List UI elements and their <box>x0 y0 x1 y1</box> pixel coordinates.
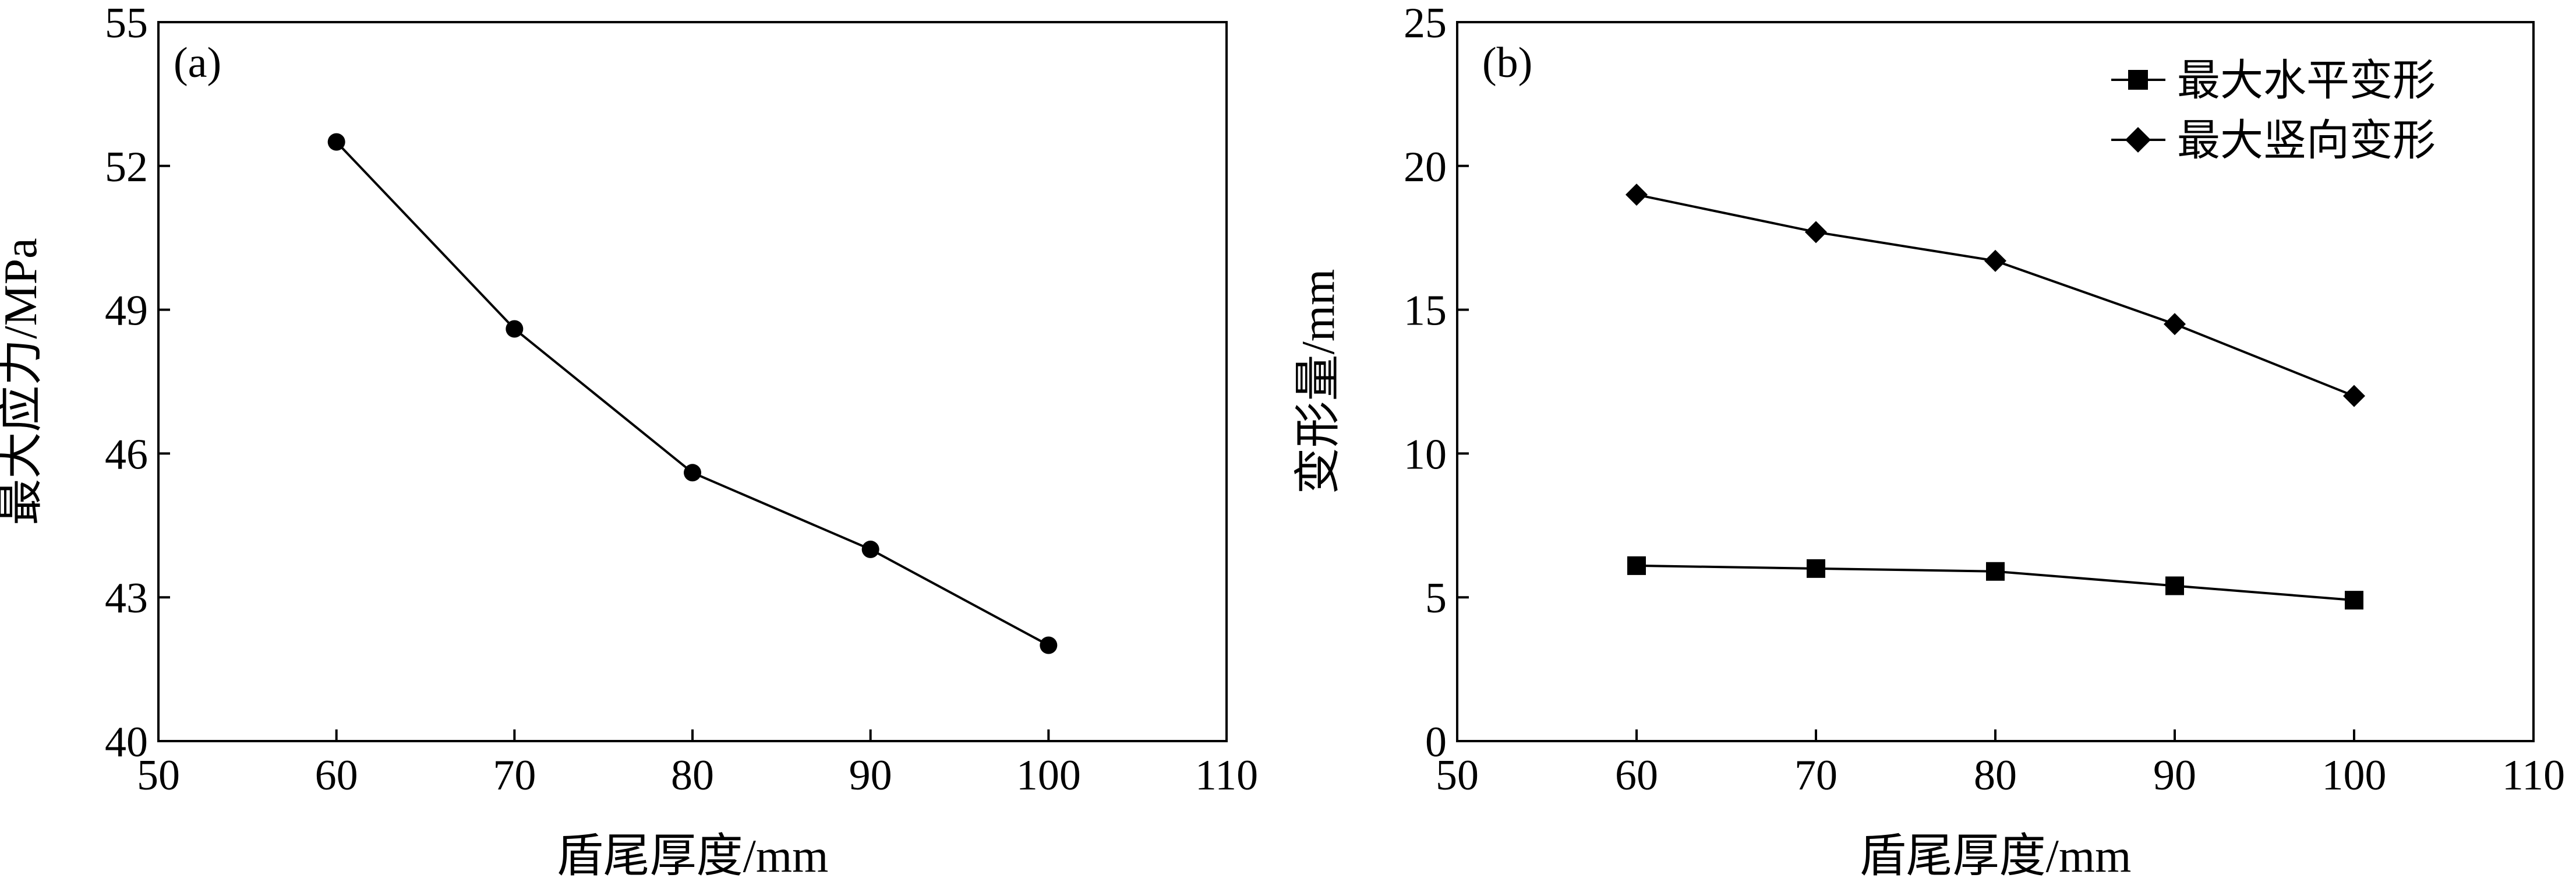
x-axis-ticks-a: 50 60 70 80 90 100 110 <box>137 729 1258 799</box>
x-tick-label: 60 <box>1615 752 1658 799</box>
y-tick-label: 46 <box>105 431 148 478</box>
legend-marker-diamond <box>2125 127 2151 153</box>
legend-label-vertical: 最大竖向变形 <box>2177 117 2436 165</box>
y-axis-label-b: 变形量/mm <box>1293 269 1344 495</box>
data-point-square <box>1807 559 1825 578</box>
series-layer-a <box>327 133 1058 654</box>
y-tick-label: 10 <box>1404 431 1447 478</box>
x-tick-label: 80 <box>671 752 714 799</box>
y-tick-label: 43 <box>105 574 148 622</box>
data-point-diamond <box>2343 385 2365 407</box>
x-tick-label: 60 <box>315 752 358 799</box>
legend-item-horizontal: 最大水平变形 <box>2111 57 2436 105</box>
chart-panel-a: (a) 50 60 70 80 90 100 110 40 43 46 49 52 55 盾尾厚度/m… <box>0 0 1258 882</box>
data-point-diamond <box>1805 221 1827 244</box>
legend-label-horizontal: 最大水平变形 <box>2177 57 2436 105</box>
x-tick-label: 50 <box>137 752 180 799</box>
data-point-square <box>1627 556 1646 575</box>
x-tick-label: 110 <box>2502 752 2565 799</box>
legend-marker-square <box>2128 70 2148 90</box>
data-point-circle <box>861 540 879 558</box>
x-axis-label-a: 盾尾厚度/mm <box>557 831 829 882</box>
series-line <box>335 141 1050 647</box>
y-axis-ticks-b: 0 5 10 15 20 25 <box>1404 0 1469 766</box>
x-tick-label: 100 <box>1016 752 1081 799</box>
panel-label-a: (a) <box>174 39 221 87</box>
x-tick-label: 100 <box>2322 752 2387 799</box>
data-point-circle <box>506 320 524 338</box>
x-tick-label: 70 <box>493 752 536 799</box>
y-tick-label: 20 <box>1404 143 1447 191</box>
x-tick-label: 80 <box>1974 752 2017 799</box>
data-point-circle <box>1040 636 1058 654</box>
series-layer-b <box>1626 184 2365 610</box>
legend: 最大水平变形 最大竖向变形 <box>2111 57 2436 165</box>
data-point-diamond <box>2164 313 2186 336</box>
x-tick-label: 50 <box>1436 752 1479 799</box>
data-point-circle <box>684 464 701 482</box>
y-tick-label: 52 <box>105 143 148 191</box>
x-axis-ticks-b: 50 60 70 80 90 100 110 <box>1436 729 2565 799</box>
y-tick-label: 49 <box>105 287 148 335</box>
plot-frame-a <box>157 21 1228 742</box>
y-axis-label-a: 最大应力/MPa <box>0 238 47 525</box>
x-tick-label: 90 <box>2153 752 2196 799</box>
data-point-circle <box>327 133 345 151</box>
y-tick-label: 15 <box>1404 287 1447 335</box>
data-point-square <box>2345 591 2363 610</box>
data-point-square <box>2165 576 2184 595</box>
data-point-square <box>1986 562 2005 581</box>
x-tick-label: 70 <box>1794 752 1838 799</box>
y-tick-label: 25 <box>1404 0 1447 47</box>
panel-label-b: (b) <box>1482 39 1532 87</box>
data-point-diamond <box>1984 249 2006 272</box>
x-axis-label-b: 盾尾厚度/mm <box>1860 831 2132 882</box>
y-tick-label: 5 <box>1425 574 1447 622</box>
y-axis-ticks-a: 40 43 46 49 52 55 <box>105 0 170 766</box>
y-tick-label: 0 <box>1425 718 1447 766</box>
x-tick-label: 110 <box>1195 752 1258 799</box>
data-point-diamond <box>1626 184 1648 206</box>
y-tick-label: 55 <box>105 0 148 47</box>
series-line <box>1636 193 2355 397</box>
legend-item-vertical: 最大竖向变形 <box>2111 117 2436 165</box>
y-tick-label: 40 <box>105 718 148 766</box>
x-tick-label: 90 <box>849 752 892 799</box>
